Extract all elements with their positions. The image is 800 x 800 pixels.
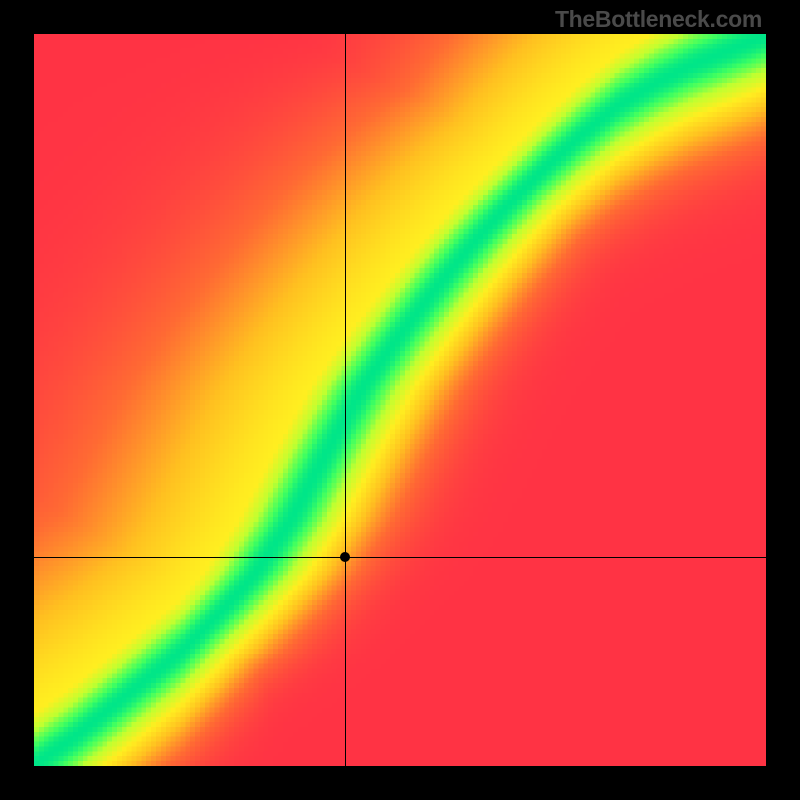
plot-area xyxy=(34,34,766,766)
watermark-text: TheBottleneck.com xyxy=(555,6,762,33)
bottleneck-heatmap xyxy=(34,34,766,766)
